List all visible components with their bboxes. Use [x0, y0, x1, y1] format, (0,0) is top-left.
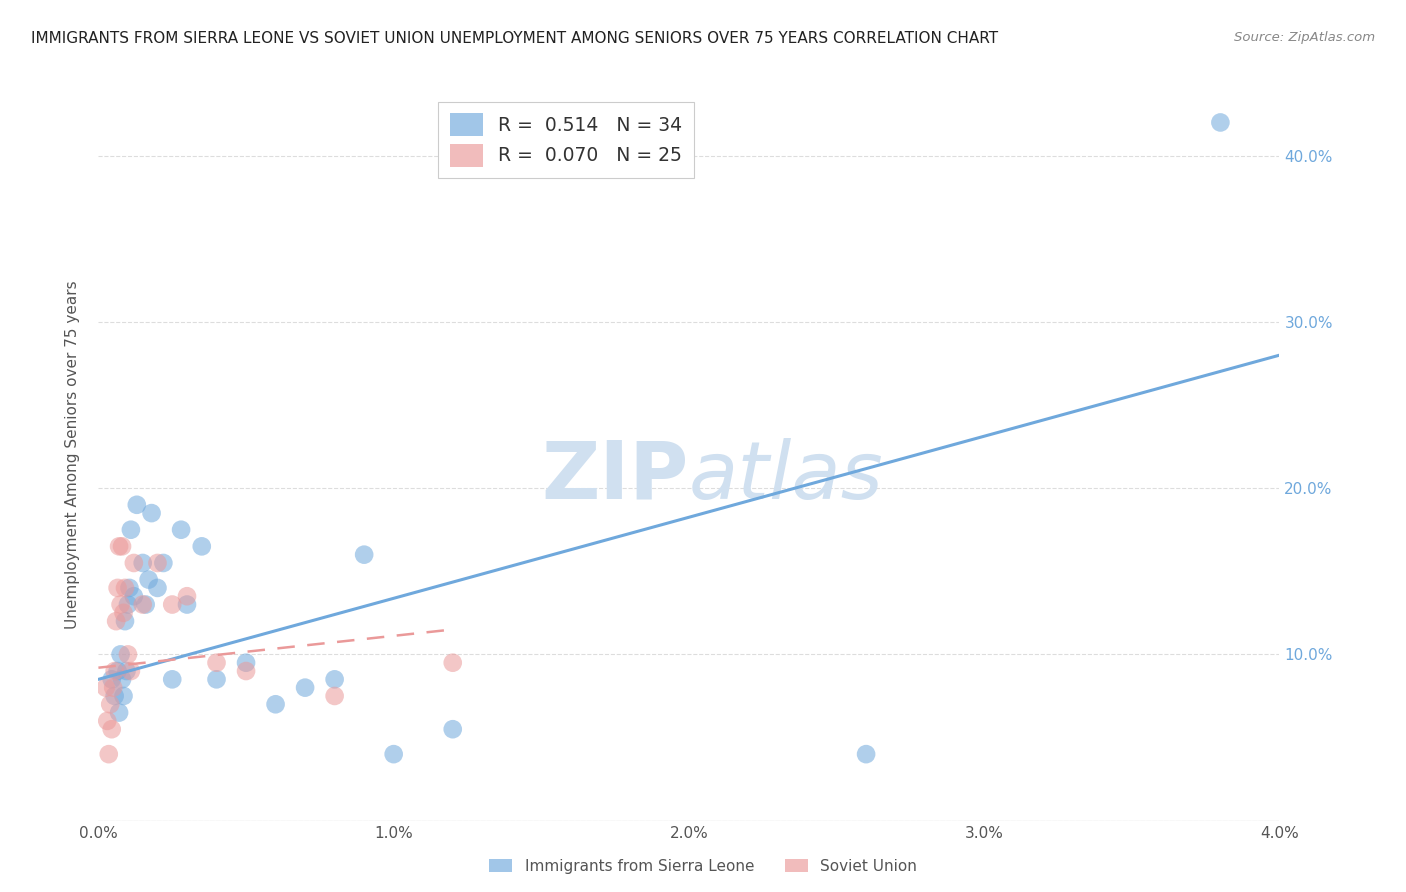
- Point: [132, 556, 155, 570]
- Point: [855, 747, 877, 761]
- Point: [441, 656, 464, 670]
- Point: [100, 673, 122, 687]
- Point: [120, 523, 142, 537]
- Point: [294, 681, 316, 695]
- Point: [112, 606, 135, 620]
- Point: [108, 706, 131, 720]
- Point: [110, 598, 132, 612]
- Point: [205, 673, 228, 687]
- Point: [114, 614, 136, 628]
- Point: [105, 614, 128, 628]
- Point: [107, 581, 129, 595]
- Point: [100, 723, 122, 737]
- Point: [235, 656, 257, 670]
- Point: [1209, 115, 1232, 129]
- Point: [441, 723, 464, 737]
- Point: [104, 664, 127, 678]
- Point: [323, 673, 346, 687]
- Point: [104, 689, 127, 703]
- Point: [122, 556, 145, 570]
- Text: Source: ZipAtlas.com: Source: ZipAtlas.com: [1234, 31, 1375, 45]
- Text: IMMIGRANTS FROM SIERRA LEONE VS SOVIET UNION UNEMPLOYMENT AMONG SENIORS OVER 75 : IMMIGRANTS FROM SIERRA LEONE VS SOVIET U…: [31, 31, 998, 46]
- Point: [110, 648, 132, 662]
- Point: [97, 747, 120, 761]
- Point: [132, 598, 155, 612]
- Point: [162, 598, 183, 612]
- Point: [205, 656, 228, 670]
- Legend: R =  0.514   N = 34, R =  0.070   N = 25: R = 0.514 N = 34, R = 0.070 N = 25: [439, 103, 695, 178]
- Point: [103, 681, 125, 695]
- Point: [152, 556, 174, 570]
- Point: [117, 598, 139, 612]
- Point: [176, 598, 198, 612]
- Point: [98, 698, 121, 712]
- Point: [170, 523, 193, 537]
- Point: [353, 548, 375, 562]
- Point: [176, 589, 198, 603]
- Point: [141, 506, 163, 520]
- Point: [112, 689, 135, 703]
- Point: [264, 698, 287, 712]
- Point: [125, 498, 148, 512]
- Point: [108, 539, 131, 553]
- Y-axis label: Unemployment Among Seniors over 75 years: Unemployment Among Seniors over 75 years: [65, 281, 80, 629]
- Point: [323, 689, 346, 703]
- Point: [117, 648, 139, 662]
- Point: [382, 747, 405, 761]
- Point: [138, 573, 160, 587]
- Point: [111, 673, 134, 687]
- Point: [235, 664, 257, 678]
- Text: atlas: atlas: [689, 438, 884, 516]
- Point: [122, 589, 145, 603]
- Point: [111, 539, 134, 553]
- Point: [118, 581, 141, 595]
- Point: [114, 581, 136, 595]
- Legend: Immigrants from Sierra Leone, Soviet Union: Immigrants from Sierra Leone, Soviet Uni…: [484, 853, 922, 880]
- Point: [115, 664, 138, 678]
- Point: [107, 664, 129, 678]
- Point: [162, 673, 183, 687]
- Point: [120, 664, 142, 678]
- Text: ZIP: ZIP: [541, 438, 689, 516]
- Point: [191, 539, 214, 553]
- Point: [96, 714, 118, 728]
- Point: [94, 681, 117, 695]
- Point: [146, 581, 169, 595]
- Point: [146, 556, 169, 570]
- Point: [135, 598, 157, 612]
